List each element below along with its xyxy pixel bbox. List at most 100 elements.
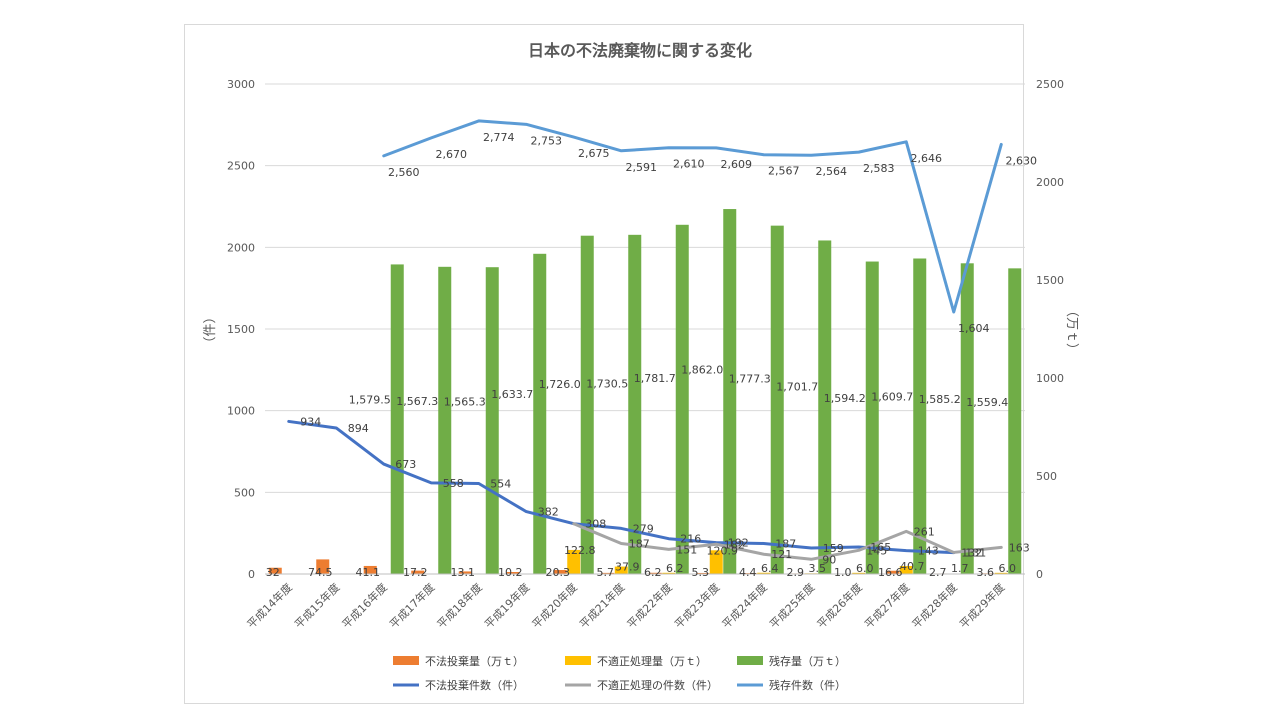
data-label: 131: [965, 547, 986, 560]
y-left-tick-label: 2000: [227, 241, 255, 254]
data-label: 279: [633, 522, 654, 535]
data-label: 6.2: [666, 562, 684, 575]
chart-frame: [184, 24, 1024, 704]
x-tick-label: 平成28年度: [909, 580, 960, 631]
y-right-tick-label: 1500: [1036, 274, 1064, 287]
data-label: 2,630: [1006, 154, 1038, 167]
data-label: 2,591: [626, 161, 658, 174]
y-right-tick-label: 500: [1036, 470, 1057, 483]
data-label: 2,583: [863, 162, 895, 175]
data-label: 3.6: [977, 566, 995, 579]
data-label: 2,609: [721, 158, 753, 171]
y-left-tick-label: 1000: [227, 405, 255, 418]
x-tick-label: 平成16年度: [339, 580, 390, 631]
legend-swatch: [565, 656, 591, 665]
data-label: 2,774: [483, 131, 515, 144]
data-label: 182: [724, 538, 745, 551]
bar: [628, 234, 642, 574]
data-labels: 32 74.5 41.1 17.2 13.1 10.2 20.3 5.7 6.2 5.3 4.4 2.…: [266, 131, 1037, 579]
data-label: 163: [1009, 541, 1030, 554]
bar: [757, 572, 771, 574]
x-tick-label: 平成17年度: [386, 580, 437, 631]
x-tick-label: 平成14年度: [244, 580, 295, 631]
legend-entry: 残存量（万ｔ）: [769, 654, 846, 668]
data-label: 2,753: [531, 134, 563, 147]
x-tick-label: 平成25年度: [766, 580, 817, 631]
y-right-axis-title: （万ｔ）: [1064, 304, 1079, 356]
x-tick-label: 平成20年度: [529, 580, 580, 631]
series-line: [572, 522, 1003, 561]
series-line: [382, 119, 1003, 314]
legend-entry: 不法投棄件数（件）: [425, 678, 524, 692]
bar: [709, 550, 723, 574]
bar: [438, 266, 452, 574]
bar: [553, 570, 567, 574]
x-tick-label: 平成24年度: [719, 580, 770, 631]
bar: [458, 571, 472, 574]
data-label: 187: [775, 537, 796, 550]
data-label: 1,633.7: [491, 388, 533, 401]
data-label: 6.2: [644, 566, 662, 579]
y-left-axis-title: （件）: [203, 310, 218, 349]
data-label: 1,559.4: [966, 396, 1008, 409]
data-label: 1,781.7: [634, 372, 676, 385]
data-label: 934: [300, 415, 321, 428]
bar: [886, 570, 900, 574]
data-label: 74.5: [308, 566, 333, 579]
x-tick-label: 平成21年度: [576, 580, 627, 631]
data-label: 1,594.2: [824, 392, 866, 405]
data-label: 1,565.3: [444, 395, 486, 408]
data-label: 37.9: [615, 561, 640, 574]
data-label: 20.3: [546, 566, 571, 579]
data-label: 1,567.3: [396, 395, 438, 408]
data-label: 4.4: [739, 566, 757, 579]
data-label: 32: [266, 566, 280, 579]
data-label: 1,730.5: [586, 377, 628, 390]
data-label: 1,604: [958, 322, 990, 335]
bar: [411, 570, 425, 574]
y-left-tick-label: 500: [234, 486, 255, 499]
data-label: 10.2: [498, 566, 523, 579]
bar: [506, 572, 520, 574]
bar: [533, 253, 547, 574]
data-label: 558: [443, 477, 464, 490]
bar: [723, 209, 737, 574]
data-label: 165: [870, 541, 891, 554]
x-tick-label: 平成22年度: [624, 580, 675, 631]
y-left-tick-label: 1500: [227, 323, 255, 336]
data-label: 382: [538, 506, 559, 519]
x-tick-label: 平成29年度: [956, 580, 1007, 631]
data-label: 3.5: [809, 562, 827, 575]
bar: [268, 567, 282, 574]
data-label: 122.8: [564, 544, 596, 557]
legend: 不法投棄量（万ｔ） 不適正処理量（万ｔ） 残存量（万ｔ） 不法投棄件数（件） 不適正処理…: [393, 654, 846, 692]
series-lines: [287, 119, 1003, 561]
series-line: [287, 419, 956, 555]
legend-entry: 不適正処理量（万ｔ）: [597, 654, 707, 668]
bar: [770, 225, 784, 574]
bar: [580, 235, 594, 575]
data-label: 2,560: [388, 166, 420, 179]
x-tick-label: 平成23年度: [671, 580, 722, 631]
legend-entry: 不適正処理の件数（件）: [597, 678, 718, 692]
data-label: 1,862.0: [681, 363, 723, 376]
bar: [648, 572, 662, 574]
data-label: 2,567: [768, 165, 800, 178]
data-label: 1,777.3: [729, 372, 771, 385]
bar: [865, 261, 879, 574]
x-tick-label: 平成27年度: [861, 580, 912, 631]
data-label: 16.6: [878, 566, 903, 579]
data-label: 132: [961, 546, 982, 559]
legend-swatch: [393, 656, 419, 665]
data-label: 192: [728, 537, 749, 550]
data-label: 554: [490, 478, 511, 491]
data-label: 13.1: [451, 566, 476, 579]
data-label: 1,726.0: [539, 378, 581, 391]
data-label: 1,609.7: [871, 390, 913, 403]
legend-entry: 不法投棄量（万ｔ）: [425, 654, 524, 668]
bar: [363, 565, 377, 574]
data-label: 17.2: [403, 566, 428, 579]
legend-swatch: [737, 656, 763, 665]
y-right-tick-label: 1000: [1036, 372, 1064, 385]
